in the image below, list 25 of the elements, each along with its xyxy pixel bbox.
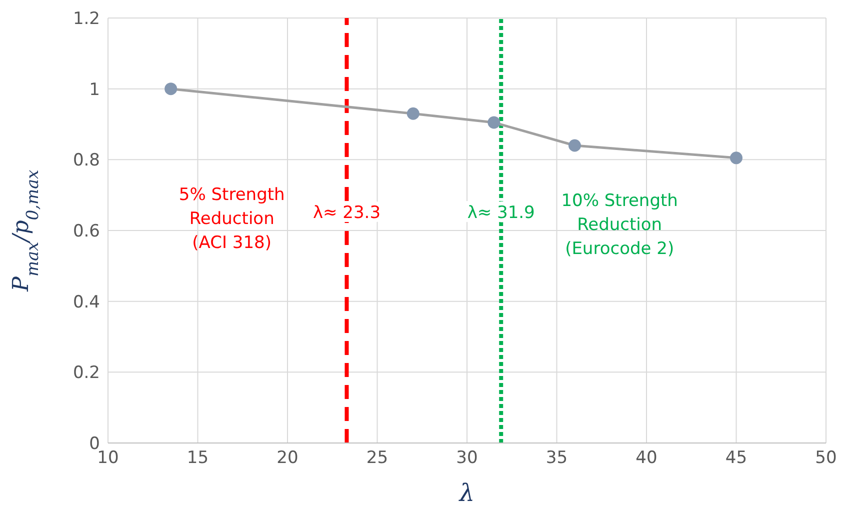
y-tick-label: 0.4 [72,292,100,312]
ref-line-label: λ≈ 31.9 [467,202,535,223]
x-tick-label: 40 [636,448,658,468]
x-tick-label: 15 [186,448,209,468]
x-axis-title: λ [458,479,475,507]
x-tick-label: 10 [97,448,119,468]
x-tick-label: 25 [366,448,388,468]
point [568,139,581,152]
point [164,82,178,96]
y-tick-label: 0 [89,434,100,454]
annotation: 10% Strength Reduction (Eurocode 2) [561,191,678,260]
y-tick-label: 1 [89,80,100,100]
x-tick-label: 35 [546,448,568,468]
point [730,152,742,164]
point [406,107,420,120]
x-tick-label: 50 [815,448,837,468]
y-tick-label: 0.8 [72,150,100,171]
x-tick-label: 30 [456,448,478,468]
y-tick-label: 0.6 [72,222,100,242]
x-tick-label: 45 [725,448,748,468]
x-tick-label: 20 [276,448,298,468]
y-tick-label: 1.2 [72,9,100,30]
y-tick-label: 0.2 [72,363,100,384]
point [488,116,500,129]
annotation: 5% Strength Reduction (ACI 318) [178,184,285,253]
